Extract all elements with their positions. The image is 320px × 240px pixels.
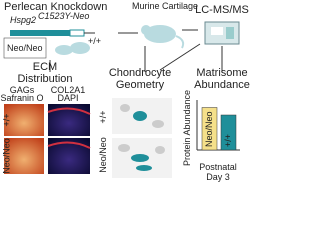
panel-title: Matrisome [196,67,247,79]
gene: Hspg2 [10,15,36,25]
row-label: +/+ [1,113,11,126]
histology [47,107,91,115]
cell-render [112,98,172,178]
histology [47,141,91,149]
bar [220,114,237,151]
allele: C1523Y-Neo [38,11,89,21]
stain: GAGs [10,85,35,95]
figure: Perlecan Knockdown Hspg2 C1523Y-Neo +/+ … [0,1,250,182]
panel-title: Distribution [17,73,72,85]
row-label: Neo/Neo [98,137,108,173]
title: Perlecan Knockdown [4,1,107,13]
wt-label: +/+ [88,36,101,46]
step-label: Murine Cartilage [132,1,198,11]
stain: Safranin O [0,93,43,103]
stain: COL2A1 [51,85,86,95]
panel-title: Geometry [116,79,165,91]
row-label: Neo/Neo [1,138,11,174]
panel-title: Abundance [194,79,250,91]
bar [201,107,218,151]
x-axis-label: Postnatal [199,162,237,172]
x-axis-label: Day 3 [206,172,230,182]
mouse-icon [141,25,185,49]
arrow [159,43,201,71]
step-label: LC-MS/MS [195,4,249,16]
y-axis-label: Protein Abundance [182,90,192,166]
histology [4,138,44,174]
panel-title: ECM [33,61,57,73]
bar-label: +/+ [223,134,233,147]
mut-label: Neo/Neo [7,43,43,53]
gene-diagram [3,29,95,59]
stain: DAPI [57,93,78,103]
bar-label: Neo/Neo [204,111,214,147]
histology [4,104,44,136]
ms-icon [204,21,240,45]
panel-title: Chondrocyte [109,67,171,79]
row-label: +/+ [98,110,108,123]
